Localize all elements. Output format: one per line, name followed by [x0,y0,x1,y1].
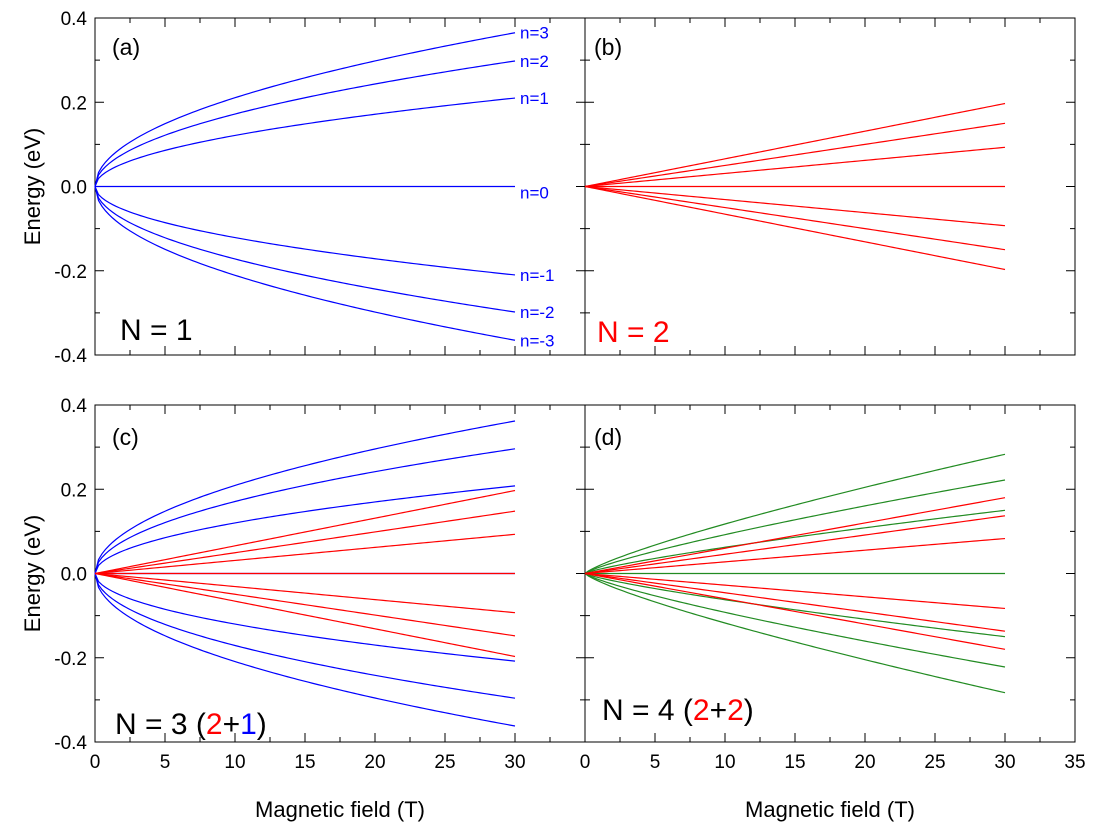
series-line [94,97,516,187]
series-line [94,60,516,187]
x-tick-label: 10 [714,752,735,773]
n-annotation-part: N = 3 ( [115,708,206,741]
n-annotation-part: + [223,708,241,741]
series-line [584,185,1006,271]
y-axis-label: Energy (eV) [20,128,45,245]
x-tick-label: 15 [294,752,315,773]
series-line [94,572,516,637]
series-line [94,489,516,575]
x-tick-label: 30 [504,752,525,773]
y-tick-label: 0.0 [61,565,87,586]
series-line [584,497,1006,575]
series-line [94,186,516,341]
y-tick-label: 0.4 [61,396,88,417]
y-tick-label: 0.4 [61,9,88,30]
x-axis-label: Magnetic field (T) [745,797,915,822]
y-tick-label: -0.4 [54,733,87,754]
x-tick-label: 10 [224,752,245,773]
y-tick-label: 0.2 [61,480,87,501]
n-annotation-part: + [710,694,728,727]
level-label: n=0 [520,184,549,203]
panel-d: 0 5 10 15 20 25 30 35 Magnetic field (T) (d) N = 4… [580,404,1086,822]
panel-b: (b) N = 2 [584,17,1076,356]
series-line [584,572,1006,650]
panel-a: 0.4 0.2 0.0 -0.2 -0.4 Energy (eV) n=3 n=2 n=1 n=0… [20,9,586,367]
n-annotation-part: N = 1 [120,314,193,347]
level-label: n=1 [520,89,549,108]
series-line [584,185,1006,251]
level-label: n=-3 [520,331,555,350]
y-axis-label: Energy (eV) [20,515,45,632]
n-annotation-part: N = 2 [597,316,670,349]
n-annotation: N = 2 [597,316,670,349]
series-line [584,479,1006,575]
y-tick-label: 0.2 [61,93,87,114]
series-line [94,573,516,699]
series-line [94,573,516,662]
x-tick-label: 0 [580,752,591,773]
series-line [584,572,1006,610]
series-line [584,122,1006,188]
series-line [94,573,516,727]
series-line [94,572,516,658]
series-line [584,515,1006,575]
series-line [94,448,516,574]
x-tick-label: 0 [90,752,101,773]
n-annotation-part: N = 4 ( [602,694,693,727]
x-tick-label: 30 [994,752,1015,773]
x-tick-label: 5 [650,752,661,773]
n-annotation-part: 1 [240,708,257,741]
panel-label: (d) [594,424,622,450]
series-line [584,146,1006,188]
panel-label: (b) [594,34,622,60]
series-line [94,485,516,574]
series-line [584,102,1006,188]
series-line [94,32,516,187]
x-axis-label: Magnetic field (T) [255,797,425,822]
level-label: n=-2 [520,303,555,322]
series-line [584,573,1006,694]
panel-label: (a) [112,34,140,60]
series-line [94,420,516,574]
n-annotation: N = 1 [120,314,193,347]
y-tick-label: -0.2 [54,262,87,283]
series-line [584,453,1006,574]
n-annotation-part: ) [257,708,267,741]
series-line [584,509,1006,575]
panel-label: (c) [112,424,139,450]
series-line [94,186,516,313]
y-tick-label: 0.0 [61,178,87,199]
y-tick-label: -0.2 [54,649,87,670]
x-tick-label: 25 [434,752,455,773]
series-line [94,533,516,575]
x-tick-label: 20 [364,752,385,773]
n-annotation: N = 4 (2+2) [602,694,754,727]
series-line [584,537,1006,575]
series-line [584,572,1006,638]
n-annotation-part: 2 [206,708,223,741]
series-line [94,186,516,276]
x-tick-label: 35 [1064,752,1085,773]
series-line [584,185,1006,227]
series-line [584,572,1006,668]
series-line [94,572,516,614]
n-annotation: N = 3 (2+1) [115,708,267,741]
level-label: n=2 [520,52,549,71]
x-tick-label: 15 [784,752,805,773]
series-line [584,572,1006,632]
x-tick-label: 20 [854,752,875,773]
x-tick-label: 25 [924,752,945,773]
y-tick-label: -0.4 [54,346,87,367]
level-label: n=-1 [520,266,555,285]
n-annotation-part: 2 [693,694,710,727]
n-annotation-part: 2 [727,694,744,727]
series-line [94,510,516,575]
level-label: n=3 [520,24,549,43]
n-annotation-part: ) [744,694,754,727]
x-tick-label: 5 [160,752,171,773]
panel-c: 0 5 10 15 20 25 30 0.4 0.2 0.0 -0.2 -0.4 Energy (eV)… [20,396,586,822]
